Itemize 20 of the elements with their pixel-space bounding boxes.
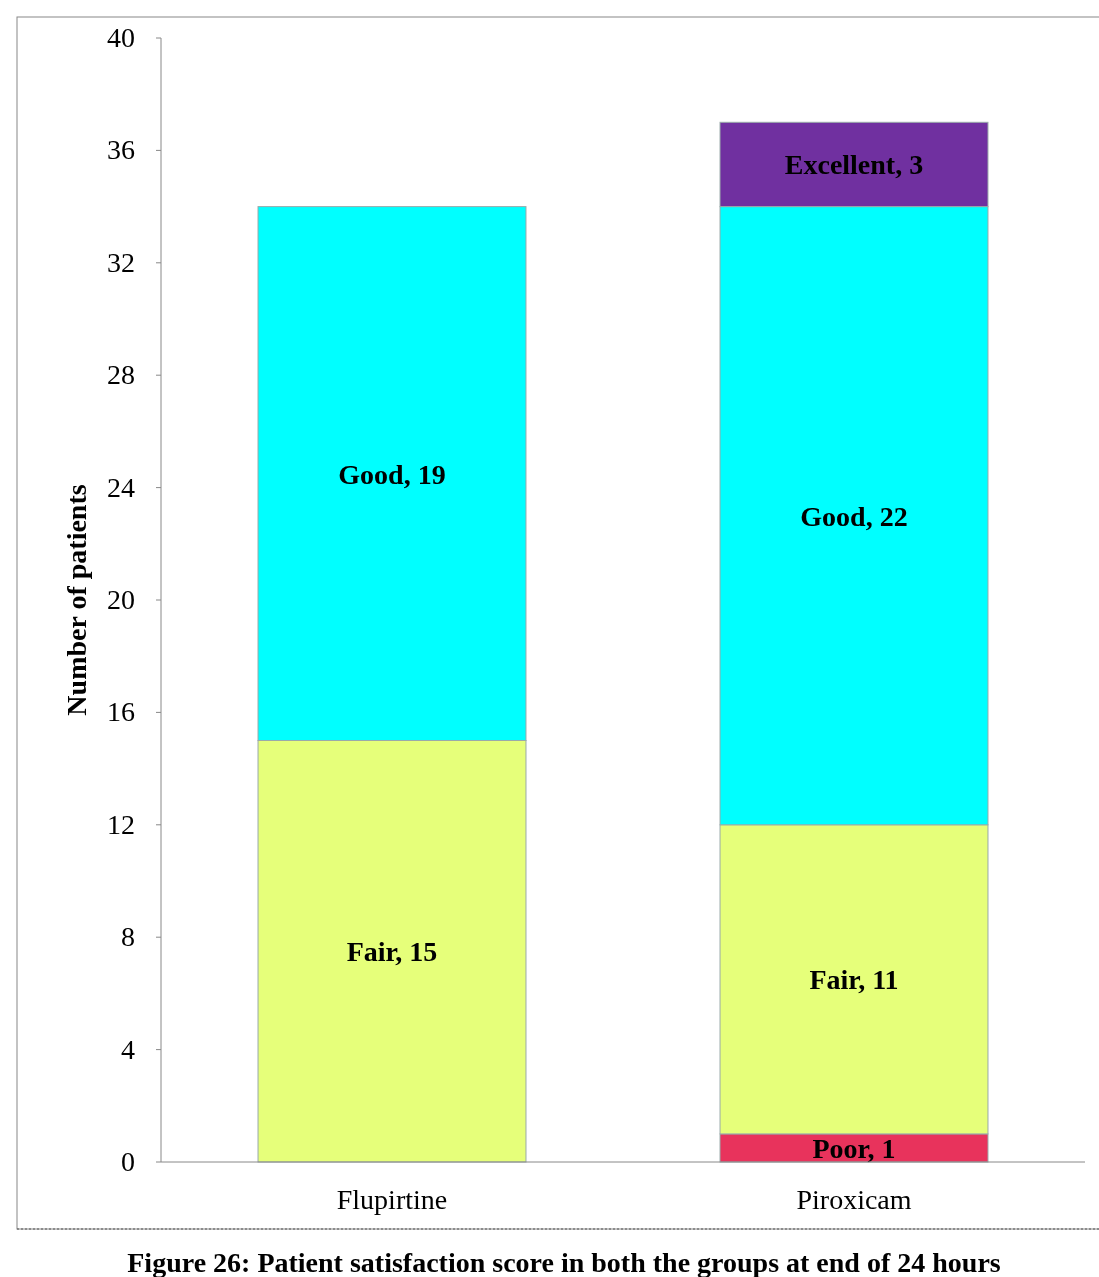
data-label: Fair, 15 [346, 936, 438, 968]
x-tick-label: Flupirtine [336, 1184, 448, 1215]
y-tick-label: 20 [107, 584, 135, 615]
data-label: Poor, 1 [812, 1132, 896, 1164]
y-tick-label: 12 [107, 808, 135, 840]
x-tick-label: Piroxicam [796, 1184, 912, 1215]
y-tick-label: 28 [107, 359, 135, 391]
data-label: Good, 22 [800, 500, 908, 532]
y-axis-title: Number of patients [61, 484, 92, 716]
y-tick-label: 40 [107, 22, 135, 53]
y-tick-label: 0 [121, 1146, 135, 1177]
y-tick-label: 36 [107, 134, 135, 166]
y-tick-label: 8 [121, 921, 135, 953]
data-label: Good, 19 [338, 458, 446, 490]
y-tick-label: 24 [107, 471, 135, 503]
data-label: Fair, 11 [809, 964, 899, 996]
data-label: Excellent, 3 [784, 149, 924, 181]
y-tick-label: 16 [107, 696, 135, 728]
y-tick-label: 32 [107, 246, 135, 278]
y-tick-label: 4 [121, 1033, 135, 1065]
